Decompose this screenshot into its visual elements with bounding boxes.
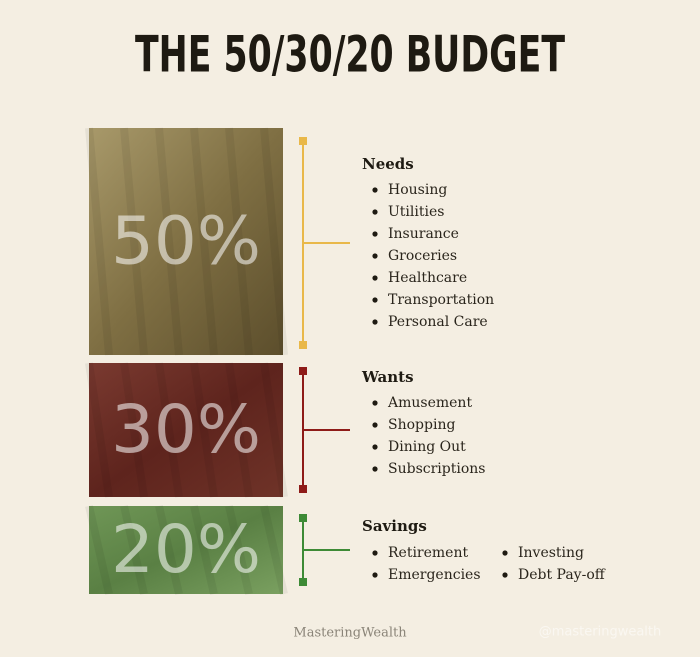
texture-line xyxy=(225,362,253,498)
bracket-end xyxy=(299,137,307,145)
bullet xyxy=(372,319,378,325)
title: THE 50/30/20 BUDGET xyxy=(135,26,565,84)
list-item: Amusement xyxy=(387,395,472,411)
bullet xyxy=(372,400,378,406)
bullet xyxy=(372,466,378,472)
bullet xyxy=(372,231,378,237)
bullet xyxy=(372,550,378,556)
bracket-end xyxy=(299,485,307,493)
section-heading: Savings xyxy=(362,517,427,535)
texture-line xyxy=(225,127,253,356)
bullet xyxy=(372,422,378,428)
list-item: Groceries xyxy=(388,248,457,264)
list-item: Dining Out xyxy=(388,439,466,455)
list-item: Healthcare xyxy=(388,270,467,286)
list-item: Utilities xyxy=(388,204,444,220)
texture-line xyxy=(225,505,253,595)
bullet xyxy=(502,572,508,578)
money-image xyxy=(89,506,283,594)
bullet xyxy=(372,275,378,281)
texture-line xyxy=(190,127,218,356)
bullet xyxy=(372,253,378,259)
bracket-end xyxy=(299,514,307,522)
footer: MasteringWealth xyxy=(293,626,407,641)
texture-line xyxy=(155,127,183,356)
percentage: 20% xyxy=(111,511,261,588)
bracket-end xyxy=(299,341,307,349)
section-heading: Needs xyxy=(362,155,414,173)
texture-line xyxy=(155,505,183,595)
texture-line xyxy=(85,505,113,595)
bullet xyxy=(372,297,378,303)
section-heading: Wants xyxy=(361,368,414,386)
texture-line xyxy=(120,505,148,595)
list-item: Retirement xyxy=(388,545,468,561)
texture-line xyxy=(120,362,148,498)
percentage: 30% xyxy=(111,391,261,468)
money-image xyxy=(89,363,283,497)
money-image xyxy=(89,128,283,355)
percentage: 50% xyxy=(111,203,261,280)
texture-line xyxy=(85,127,113,356)
texture-line xyxy=(120,127,148,356)
bullet xyxy=(372,444,378,450)
bullet xyxy=(372,209,378,215)
texture-line xyxy=(260,505,288,595)
bullet xyxy=(372,187,378,193)
list-item: Personal Care xyxy=(388,314,488,330)
list-item: Emergencies xyxy=(388,567,481,583)
list-item: Shopping xyxy=(388,417,455,433)
texture-line xyxy=(260,362,288,498)
texture-line xyxy=(190,505,218,595)
list-item: Insurance xyxy=(388,226,459,242)
list-item: Investing xyxy=(518,545,584,561)
bullet xyxy=(372,572,378,578)
texture-line xyxy=(85,362,113,498)
list-item: Subscriptions xyxy=(388,461,485,477)
list-item: Housing xyxy=(388,182,447,198)
texture-line xyxy=(155,362,183,498)
list-item: Transportation xyxy=(388,292,494,308)
bracket-end xyxy=(299,367,307,375)
texture-line xyxy=(260,127,288,356)
bullet xyxy=(502,550,508,556)
watermark: @masteringwealth xyxy=(539,625,662,640)
texture-line xyxy=(190,362,218,498)
list-item: Debt Pay-off xyxy=(518,567,606,583)
bracket-end xyxy=(299,578,307,586)
